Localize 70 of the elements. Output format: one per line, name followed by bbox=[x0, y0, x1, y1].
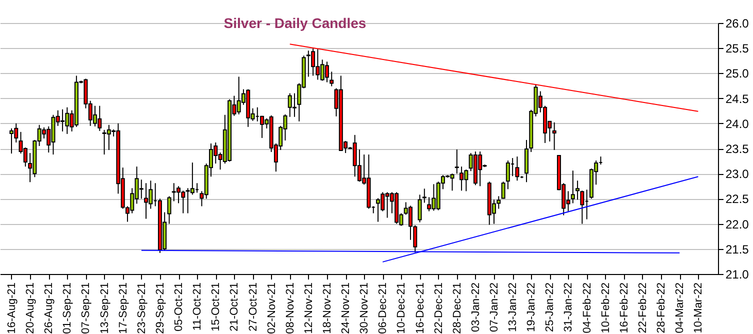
x-tick-label: 20-Aug-21 bbox=[24, 282, 37, 334]
candlestick bbox=[501, 181, 506, 200]
x-tick-label: 29-Sep-21 bbox=[154, 282, 166, 334]
x-tick-label: 16-Feb-22 bbox=[618, 282, 630, 334]
y-tick-label: 24.5 bbox=[726, 92, 750, 106]
candlestick bbox=[460, 166, 464, 192]
y-tick-label: 25.5 bbox=[726, 42, 750, 56]
x-tick-label: 03-Jan-22 bbox=[470, 282, 482, 332]
candlestick bbox=[139, 179, 144, 200]
y-tick-label: 22.0 bbox=[726, 217, 750, 232]
x-tick-label: 16-Dec-21 bbox=[414, 282, 426, 334]
candlestick bbox=[570, 170, 575, 204]
candlestick bbox=[576, 180, 580, 200]
y-tick-label: 21.5 bbox=[726, 242, 750, 256]
x-tick-label: 10-Mar-22 bbox=[692, 282, 705, 334]
y-tick-label: 22.5 bbox=[726, 192, 750, 206]
candlestick bbox=[506, 160, 510, 190]
x-tick-label: 22-Feb-22 bbox=[636, 282, 649, 334]
y-tick-label: 24.0 bbox=[726, 116, 750, 131]
candlestick bbox=[515, 156, 520, 182]
candlestick bbox=[190, 162, 194, 196]
candlestick bbox=[454, 149, 459, 174]
candlestick bbox=[144, 182, 148, 220]
x-tick-label: 05-Oct-21 bbox=[173, 282, 186, 332]
x-tick-label: 27-Oct-21 bbox=[247, 282, 260, 332]
x-tick-label: 06-Dec-21 bbox=[377, 282, 390, 334]
x-tick-label: 07-Jan-22 bbox=[488, 282, 501, 332]
x-tick-label: 24-Nov-21 bbox=[340, 282, 352, 334]
x-tick-label: 10-Dec-21 bbox=[396, 282, 408, 334]
x-tick-label: 13-Jan-22 bbox=[507, 282, 520, 332]
x-tick-label: 28-Feb-22 bbox=[656, 282, 668, 334]
candlestick bbox=[330, 71, 334, 87]
y-tick-label: 26.0 bbox=[726, 16, 750, 30]
candlestick bbox=[552, 122, 556, 151]
candlestick bbox=[427, 196, 432, 212]
x-tick-label: 15-Oct-21 bbox=[210, 282, 222, 332]
x-tick-label: 21-Oct-21 bbox=[228, 282, 241, 332]
x-tick-label: 28-Dec-21 bbox=[451, 282, 464, 334]
candlestick bbox=[418, 194, 422, 223]
chart-title: Silver - Daily Candles bbox=[224, 15, 366, 31]
x-tick-label: 23-Sep-21 bbox=[136, 282, 148, 334]
x-tick-label: 13-Sep-21 bbox=[98, 282, 111, 334]
x-tick-label: 04-Feb-22 bbox=[581, 282, 594, 334]
x-tick-label: 07-Sep-21 bbox=[80, 282, 92, 334]
y-tick-label: 23.5 bbox=[726, 142, 750, 156]
x-tick-label: 30-Nov-21 bbox=[358, 282, 371, 334]
x-tick-label: 22-Dec-21 bbox=[432, 282, 445, 334]
x-tick-label: 19-Jan-22 bbox=[526, 282, 538, 332]
candlestick bbox=[324, 61, 329, 83]
y-tick-label: 25.0 bbox=[726, 66, 750, 81]
x-tick-label: 08-Nov-21 bbox=[284, 282, 296, 334]
y-tick-label: 23.0 bbox=[726, 167, 750, 182]
candlestick bbox=[167, 196, 172, 224]
x-tick-label: 12-Nov-21 bbox=[302, 282, 315, 334]
x-tick-label: 26-Aug-21 bbox=[43, 282, 56, 334]
x-tick-label: 31-Jan-22 bbox=[562, 282, 575, 332]
x-tick-label: 10-Feb-22 bbox=[600, 282, 612, 334]
x-tick-label: 25-Jan-22 bbox=[544, 282, 556, 332]
candlestick bbox=[422, 188, 426, 204]
x-tick-label: 18-Nov-21 bbox=[321, 282, 334, 334]
candlestick bbox=[580, 190, 584, 224]
x-tick-label: 01-Sep-21 bbox=[62, 282, 74, 334]
candlestick bbox=[376, 198, 380, 222]
x-tick-label: 04-Mar-22 bbox=[674, 282, 686, 334]
x-tick-label: 02-Nov-21 bbox=[266, 282, 278, 334]
x-tick-label: 11-Oct-21 bbox=[192, 282, 204, 331]
x-tick-label: 16-Aug-21 bbox=[6, 282, 18, 334]
candlestick bbox=[260, 115, 264, 138]
x-tick-label: 17-Sep-21 bbox=[117, 282, 130, 334]
y-tick-label: 21.0 bbox=[726, 268, 750, 282]
